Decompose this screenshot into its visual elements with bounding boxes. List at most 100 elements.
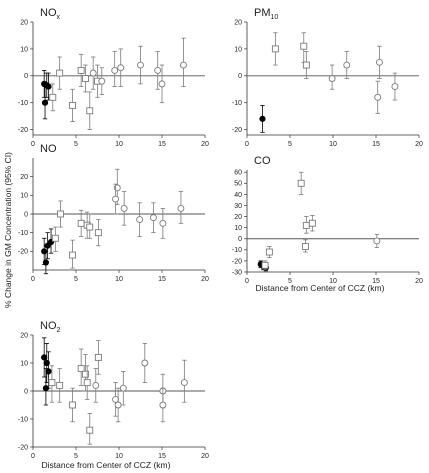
data-point-open-square: [69, 401, 77, 409]
data-point-open-square: [77, 365, 85, 373]
series-open-square: [49, 53, 101, 131]
data-point-open-square: [57, 210, 64, 218]
y-tick-label: 20: [234, 214, 242, 221]
data-point-open-circle: [114, 401, 122, 409]
data-point-open-square: [94, 229, 102, 237]
data-point-filled-circle: [45, 83, 52, 90]
series-filled-circle: [41, 337, 52, 406]
x-tick-label: 15: [158, 141, 166, 148]
data-point-open-square: [300, 42, 308, 50]
data-point-open-square: [94, 353, 102, 361]
data-point-open-square: [86, 426, 94, 434]
data-point-open-circle: [154, 66, 162, 74]
series-open-square: [51, 200, 102, 269]
series-open-circle: [328, 45, 399, 114]
y-tick-label: -20: [232, 127, 242, 134]
x-tick-label: 20: [415, 278, 423, 285]
data-point-open-circle: [391, 83, 399, 91]
y-tick-label: 20: [20, 332, 28, 339]
series-open-square: [261, 171, 316, 271]
y-tick-label: 10: [234, 46, 242, 53]
y-tick-label: 20: [20, 19, 28, 26]
data-point-open-square: [82, 75, 89, 82]
x-tick-label: 10: [115, 453, 123, 460]
data-point-open-circle: [117, 64, 125, 72]
y-tick-label: -10: [232, 100, 242, 107]
data-point-filled-circle: [259, 115, 266, 122]
panel-title-no: NO: [40, 143, 57, 155]
x-tick-label: 10: [329, 141, 337, 148]
data-point-open-square: [302, 243, 309, 250]
y-tick-label: 40: [234, 192, 242, 199]
data-point-open-circle: [177, 204, 185, 212]
data-point-open-circle: [375, 58, 383, 66]
x-tick-label: 5: [74, 141, 78, 148]
data-point-open-circle: [343, 61, 351, 69]
panel-no2: -20 -10 0 10 20 0 5 10 15 20 NO2: [18, 320, 209, 460]
data-point-open-square: [77, 219, 85, 227]
data-point-open-circle: [137, 61, 144, 69]
data-point-open-square: [56, 381, 64, 389]
data-point-open-circle: [180, 379, 188, 387]
panel-title-subscript: 10: [271, 14, 279, 21]
data-point-filled-circle: [43, 359, 50, 367]
y-tick-label: 50: [234, 181, 242, 188]
y-tick-label: 0: [238, 236, 242, 243]
x-tick-label: 20: [201, 141, 209, 148]
y-tick-label: -20: [18, 127, 28, 134]
panel-no: -20 -10 0 10 20 0 5 10 15 20 NO: [18, 143, 209, 283]
x-tick-label: 20: [415, 141, 423, 148]
x-tick-label: 5: [74, 453, 78, 460]
y-tick-label: -20: [18, 249, 28, 256]
data-point-open-square: [86, 107, 94, 115]
panel-title-main: CO: [254, 155, 271, 167]
series-open-circle: [112, 168, 185, 239]
x-tick-label: 0: [31, 453, 35, 460]
data-point-open-circle: [149, 214, 157, 222]
x-tick-label: 15: [372, 278, 380, 285]
x-tick-label: 5: [288, 278, 292, 285]
y-tick-label: -30: [232, 269, 242, 276]
x-tick-label: 0: [245, 278, 249, 285]
data-point-open-square: [77, 66, 85, 74]
x-tick-label: 0: [31, 276, 35, 283]
series-open-square: [271, 32, 310, 79]
data-point-open-circle: [111, 66, 119, 74]
data-point-open-square: [302, 221, 310, 229]
data-point-open-square: [51, 234, 59, 242]
y-tick-label: 10: [234, 225, 242, 232]
x-axis-label-left: Distance from Center of CCZ (km): [42, 460, 171, 470]
data-point-open-square: [261, 261, 269, 269]
series-filled-circle: [41, 70, 52, 120]
x-tick-label: 10: [329, 278, 337, 285]
y-tick-label: 10: [20, 360, 28, 367]
data-point-open-circle: [136, 216, 144, 224]
panel-title-main: NO: [40, 320, 57, 332]
y-tick-label: -10: [18, 100, 28, 107]
y-tick-label: 0: [24, 73, 28, 80]
y-axis-label: % Change in GM Concentration (95% CI): [3, 152, 13, 308]
y-tick-label: 0: [238, 73, 242, 80]
data-point-open-square: [48, 379, 56, 387]
x-tick-label: 10: [115, 276, 123, 283]
panel-title-subscript: x: [57, 14, 61, 21]
x-tick-label: 20: [201, 276, 209, 283]
data-point-open-square: [83, 379, 91, 387]
y-tick-label: -20: [232, 258, 242, 265]
panels: -20 -10 0 10 20 0 5 10 15 20 NO x -20 -10 0 10 20 0 5 10 15 2…: [18, 7, 423, 460]
series-filled-circle: [259, 105, 266, 133]
data-point-open-circle: [180, 61, 187, 69]
data-point-open-square: [302, 61, 310, 69]
panel-title-main: NO: [40, 143, 57, 155]
data-point-open-square: [308, 219, 316, 227]
series-open-square: [48, 340, 102, 445]
data-point-filled-circle: [41, 354, 48, 361]
y-tick-label: 20: [20, 174, 28, 181]
panel-nox: -20 -10 0 10 20 0 5 10 15 20 NOx: [18, 7, 209, 148]
y-tick-label: -10: [232, 247, 242, 254]
y-tick-label: -10: [18, 416, 28, 423]
panel-title-no2: NO2: [40, 320, 61, 334]
data-point-open-square: [265, 248, 273, 256]
